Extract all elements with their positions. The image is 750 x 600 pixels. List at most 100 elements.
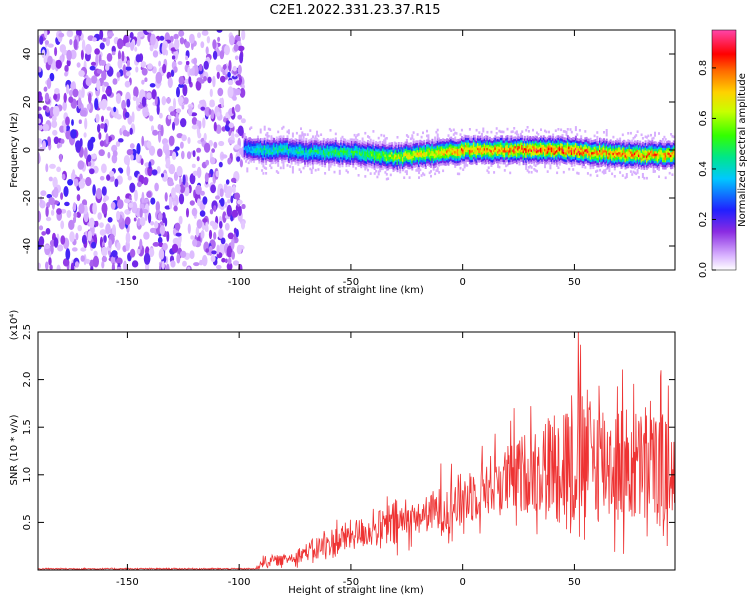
heatmap-cell: [540, 147, 542, 151]
heatmap-cell: [615, 140, 618, 143]
heatmap-cell: [389, 173, 392, 177]
heatmap-cell: [438, 151, 441, 155]
heatmap-cell: [174, 222, 181, 231]
heatmap-cell: [667, 140, 670, 143]
heatmap-cell: [502, 159, 505, 163]
heatmap-cell: [182, 174, 186, 186]
heatmap-cell: [434, 172, 437, 176]
heatmap-cell: [294, 147, 297, 151]
heatmap-cell: [554, 136, 557, 140]
heatmap-cell: [340, 144, 343, 148]
heatmap-cell: [375, 145, 378, 149]
heatmap-cell: [503, 159, 506, 163]
heatmap-cell: [615, 152, 618, 155]
heatmap-cell: [411, 148, 414, 152]
heatmap-cell: [556, 152, 559, 155]
heatmap-cell: [361, 137, 364, 141]
heatmap-cell: [208, 108, 212, 115]
heatmap-cell: [328, 163, 331, 166]
heatmap-cell: [451, 157, 454, 160]
heatmap-cell: [300, 151, 302, 154]
heatmap-cell: [294, 154, 297, 158]
heatmap-cell: [312, 166, 314, 170]
heatmap-cell: [105, 64, 110, 71]
heatmap-cell: [477, 157, 479, 160]
heatmap-cell: [497, 141, 500, 144]
heatmap-cell: [283, 142, 286, 146]
heatmap-cell: [326, 150, 329, 153]
heatmap-cell: [377, 165, 380, 169]
heatmap-cell: [376, 166, 379, 169]
heatmap-cell: [472, 151, 475, 155]
heatmap-cell: [514, 141, 517, 144]
heatmap-cell: [377, 136, 380, 140]
heatmap-cell: [616, 157, 619, 161]
heatmap-cell: [344, 150, 347, 154]
heatmap-cell: [346, 156, 349, 160]
heatmap-cell: [325, 158, 328, 161]
heatmap-cell: [112, 78, 118, 85]
heatmap-cell: [318, 158, 321, 161]
heatmap-cell: [619, 152, 622, 155]
heatmap-cell: [400, 156, 403, 159]
heatmap-cell: [671, 142, 674, 145]
heatmap-cell: [168, 135, 175, 146]
heatmap-cell: [234, 104, 241, 113]
heatmap-cell: [387, 167, 390, 171]
heatmap-cell: [314, 142, 317, 146]
heatmap-cell: [375, 148, 378, 151]
heatmap-cell: [460, 152, 463, 156]
heatmap-cell: [584, 137, 587, 140]
heatmap-cell: [576, 150, 579, 153]
heatmap-cell: [420, 140, 423, 144]
heatmap-cell: [290, 138, 293, 141]
heatmap-cell: [513, 143, 516, 147]
heatmap-cell: [497, 165, 500, 168]
heatmap-cell: [201, 30, 209, 36]
heatmap-cell: [585, 158, 588, 162]
heatmap-cell: [380, 165, 383, 168]
heatmap-cell: [332, 150, 335, 153]
heatmap-cell: [631, 166, 634, 169]
heatmap-cell: [486, 159, 489, 163]
heatmap-cell: [670, 133, 673, 136]
heatmap-cell: [100, 123, 105, 129]
heatmap-cell: [300, 137, 302, 140]
heatmap-cell: [448, 142, 451, 145]
heatmap-cell: [99, 59, 107, 66]
heatmap-cell: [430, 150, 432, 154]
heatmap-cell: [253, 150, 255, 154]
heatmap-cell: [544, 163, 546, 166]
heatmap-cell: [515, 161, 518, 165]
heatmap-cell: [608, 147, 611, 151]
heatmap-cell: [592, 154, 595, 157]
heatmap-cell: [101, 163, 107, 174]
heatmap-cell: [301, 133, 304, 137]
heatmap-cell: [451, 145, 454, 148]
heatmap-cell: [336, 161, 339, 164]
heatmap-cell: [636, 161, 639, 165]
heatmap-cell: [257, 150, 259, 153]
heatmap-cell: [619, 142, 622, 145]
heatmap-cell: [442, 162, 445, 165]
heatmap-cell: [668, 143, 671, 146]
heatmap-cell: [629, 158, 632, 161]
heatmap-cell: [338, 153, 341, 156]
heatmap-cell: [251, 146, 254, 149]
heatmap-cell: [341, 150, 344, 153]
heatmap-cell: [353, 143, 356, 147]
heatmap-cell: [672, 162, 675, 165]
heatmap-cell: [514, 148, 517, 151]
heatmap-cell: [652, 163, 655, 166]
heatmap-cell: [306, 159, 309, 163]
heatmap-cell: [566, 147, 569, 150]
heatmap-cell: [423, 142, 426, 145]
heatmap-cell: [397, 163, 400, 167]
heatmap-cell: [122, 129, 128, 137]
heatmap-cell: [81, 86, 85, 99]
heatmap-cell: [427, 146, 430, 149]
heatmap-cell: [305, 140, 308, 143]
heatmap-cell: [666, 141, 669, 144]
heatmap-cell: [241, 203, 246, 210]
heatmap-cell: [334, 159, 337, 162]
